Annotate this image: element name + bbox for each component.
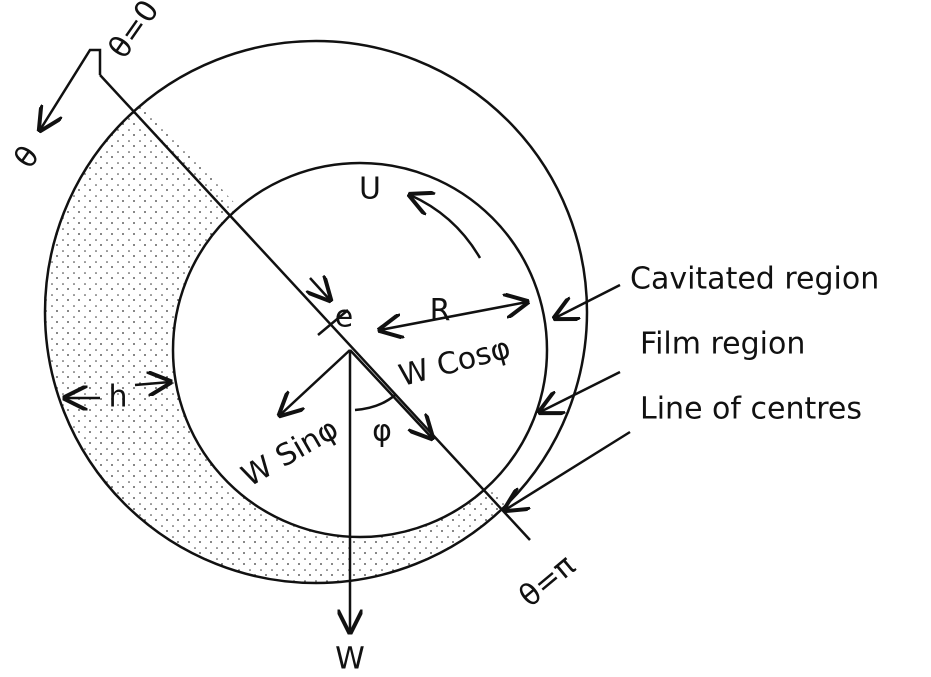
h-label: h <box>108 380 127 415</box>
film-pointer <box>540 370 621 412</box>
u-label: U <box>359 172 381 207</box>
centres-pointer <box>505 430 631 510</box>
film-shading <box>45 41 545 583</box>
load-cos <box>349 349 432 438</box>
radius <box>380 302 527 330</box>
outer-circle <box>43 39 589 585</box>
w-label: W <box>335 642 365 677</box>
film-label: Film region <box>640 327 805 362</box>
cavitated-label: Cavitated region <box>630 262 879 297</box>
theta-label: θ <box>8 140 47 175</box>
e-arrow <box>310 278 330 300</box>
e-tick <box>317 309 349 336</box>
line-of-centres-label: Line of centres <box>640 392 862 427</box>
w-cos-label: W Cosφ <box>395 331 514 394</box>
theta-arrow <box>40 48 102 130</box>
h-right <box>134 382 170 385</box>
theta-zero-label: θ=0 <box>102 0 167 65</box>
theta-pi-label: θ=π <box>513 548 583 614</box>
phi-arc <box>354 394 396 412</box>
inner-circle <box>171 161 549 539</box>
r-label: R <box>430 294 451 329</box>
e-label: e <box>335 300 353 335</box>
w-sin-label: W Sinφ <box>236 411 345 494</box>
phi-label: φ <box>372 414 392 449</box>
line-of-centres <box>99 74 531 541</box>
load-sin <box>280 349 351 415</box>
rotation-arrow <box>410 195 482 259</box>
cavitated-pointer <box>555 283 621 318</box>
